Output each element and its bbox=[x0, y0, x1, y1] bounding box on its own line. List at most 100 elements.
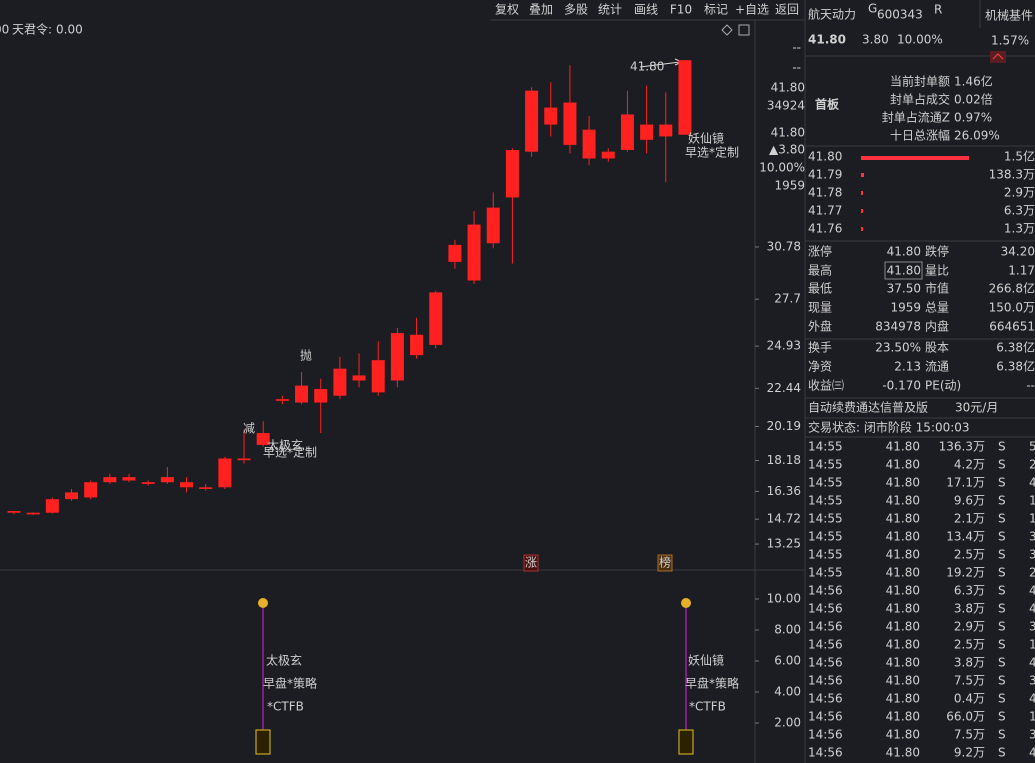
trade-volume: 66.0万 bbox=[946, 710, 985, 724]
book-price: 41.76 bbox=[808, 222, 842, 236]
toolbar-button[interactable]: 返回 bbox=[775, 3, 799, 17]
trade-price: 41.80 bbox=[886, 440, 920, 454]
trade-time: 14:55 bbox=[808, 494, 843, 508]
trade-price: 41.80 bbox=[886, 620, 920, 634]
stat-label: 跌停 bbox=[925, 244, 949, 259]
candle-body bbox=[640, 124, 654, 140]
trade-time: 14:56 bbox=[808, 692, 843, 706]
axis-info: 41.80 bbox=[771, 126, 805, 140]
stat-label: 换手 bbox=[808, 341, 832, 355]
y-tick-label: 8.00 bbox=[774, 622, 801, 636]
trade-count: 3 bbox=[1029, 674, 1035, 688]
trade-time: 14:56 bbox=[808, 656, 843, 670]
book-price: 41.78 bbox=[808, 186, 842, 200]
stat-label: 总量 bbox=[925, 301, 949, 315]
annotation: 榜 bbox=[659, 555, 671, 570]
trade-side: S bbox=[998, 746, 1006, 760]
sector-pct: 1.57% bbox=[991, 34, 1029, 48]
axis-header: -- bbox=[792, 41, 801, 55]
stat-value: 37.50 bbox=[887, 282, 921, 296]
annotation: 早选*定制 bbox=[685, 145, 739, 160]
signal-label: 早盘*策略 bbox=[263, 676, 317, 691]
trade-count: 4 bbox=[1029, 602, 1035, 616]
stat-value: 834978 bbox=[875, 320, 921, 334]
trade-time: 14:56 bbox=[808, 728, 843, 742]
trade-volume: 7.5万 bbox=[954, 674, 985, 688]
stat-label: 外盘 bbox=[808, 319, 832, 334]
trade-price: 41.80 bbox=[886, 728, 920, 742]
seal-value: 0.97% bbox=[954, 111, 992, 125]
trade-side: S bbox=[998, 728, 1006, 742]
trade-side: S bbox=[998, 494, 1006, 508]
y-tick-label: 16.36 bbox=[767, 484, 801, 498]
candle-body bbox=[65, 492, 79, 500]
y-tick-label: 24.93 bbox=[767, 339, 801, 353]
candle-body bbox=[333, 368, 347, 396]
candle-body bbox=[180, 482, 194, 488]
candle-body bbox=[218, 458, 232, 488]
stat-label: 收益㈢ bbox=[808, 379, 844, 393]
indicator-name: 天君令: bbox=[12, 22, 52, 37]
trade-count: 16 bbox=[1029, 710, 1035, 724]
book-price: 41.77 bbox=[808, 204, 842, 218]
trade-count: 3 bbox=[1029, 728, 1035, 742]
trade-count: 3 bbox=[1029, 548, 1035, 562]
trade-volume: 9.6万 bbox=[954, 494, 985, 508]
toolbar-button[interactable]: 叠加 bbox=[529, 3, 553, 17]
trade-price: 41.80 bbox=[886, 674, 920, 688]
candle-body bbox=[7, 511, 21, 513]
toolbar-button[interactable]: F10 bbox=[670, 3, 692, 17]
annotation: 涨 bbox=[525, 555, 537, 570]
candle-body bbox=[199, 487, 213, 489]
candle-body bbox=[467, 224, 481, 281]
trade-volume: 6.3万 bbox=[954, 584, 985, 598]
toolbar-button[interactable]: 复权 bbox=[495, 3, 519, 17]
trade-side: S bbox=[998, 692, 1006, 706]
toolbar-button[interactable]: 多股 bbox=[564, 3, 588, 17]
signal-label: *CTFB bbox=[689, 700, 726, 714]
toolbar-button[interactable]: 画线 bbox=[634, 3, 658, 17]
stat-value: 6.38亿 bbox=[996, 340, 1035, 355]
seal-label: 十日总涨幅 bbox=[890, 128, 950, 143]
trade-count: 2 bbox=[1029, 458, 1035, 472]
y-tick-label: 18.18 bbox=[767, 453, 801, 467]
stat-value: 1959 bbox=[890, 301, 921, 315]
axis-info: 41.80 bbox=[771, 81, 805, 95]
y-tick-label: 6.00 bbox=[774, 653, 801, 667]
trade-time: 14:56 bbox=[808, 638, 843, 652]
trade-volume: 3.8万 bbox=[954, 602, 985, 616]
trade-time: 14:55 bbox=[808, 512, 843, 526]
trade-price: 41.80 bbox=[886, 566, 920, 580]
y-tick-label: 10.00 bbox=[767, 591, 801, 605]
stat-label: 市值 bbox=[925, 281, 949, 296]
trade-side: S bbox=[998, 530, 1006, 544]
trade-time: 14:56 bbox=[808, 620, 843, 634]
stat-value: 664651 bbox=[989, 320, 1035, 334]
annotation: 早选*定制 bbox=[263, 445, 317, 460]
toolbar-button[interactable]: +自选 bbox=[735, 3, 769, 17]
trade-time: 14:55 bbox=[808, 548, 843, 562]
candle-body bbox=[390, 333, 404, 381]
trade-time: 14:56 bbox=[808, 584, 843, 598]
promo-price: 30元/月 bbox=[955, 401, 998, 415]
stat-value: 1.17 bbox=[1008, 264, 1035, 278]
stock-mark: G bbox=[868, 2, 877, 16]
status: 交易状态: 闭市阶段 15:00:03 bbox=[808, 420, 970, 435]
axis-info: 1959 bbox=[774, 179, 805, 193]
badge: 首板 bbox=[815, 97, 840, 112]
trade-price: 41.80 bbox=[886, 746, 920, 760]
seal-label: 封单占成交 bbox=[890, 92, 950, 107]
candle-body bbox=[525, 90, 539, 152]
trade-volume: 136.3万 bbox=[939, 440, 985, 454]
candle-body bbox=[544, 107, 558, 125]
toolbar-button[interactable]: 标记 bbox=[704, 3, 728, 17]
candle-body bbox=[160, 477, 174, 483]
trade-side: S bbox=[998, 656, 1006, 670]
toolbar-button[interactable]: 统计 bbox=[598, 3, 622, 17]
trade-count: 3 bbox=[1029, 620, 1035, 634]
trade-volume: 17.1万 bbox=[946, 476, 985, 490]
y-tick-label: 22.44 bbox=[767, 381, 801, 395]
candle-body bbox=[103, 477, 117, 483]
trade-side: S bbox=[998, 620, 1006, 634]
trade-price: 41.80 bbox=[886, 584, 920, 598]
